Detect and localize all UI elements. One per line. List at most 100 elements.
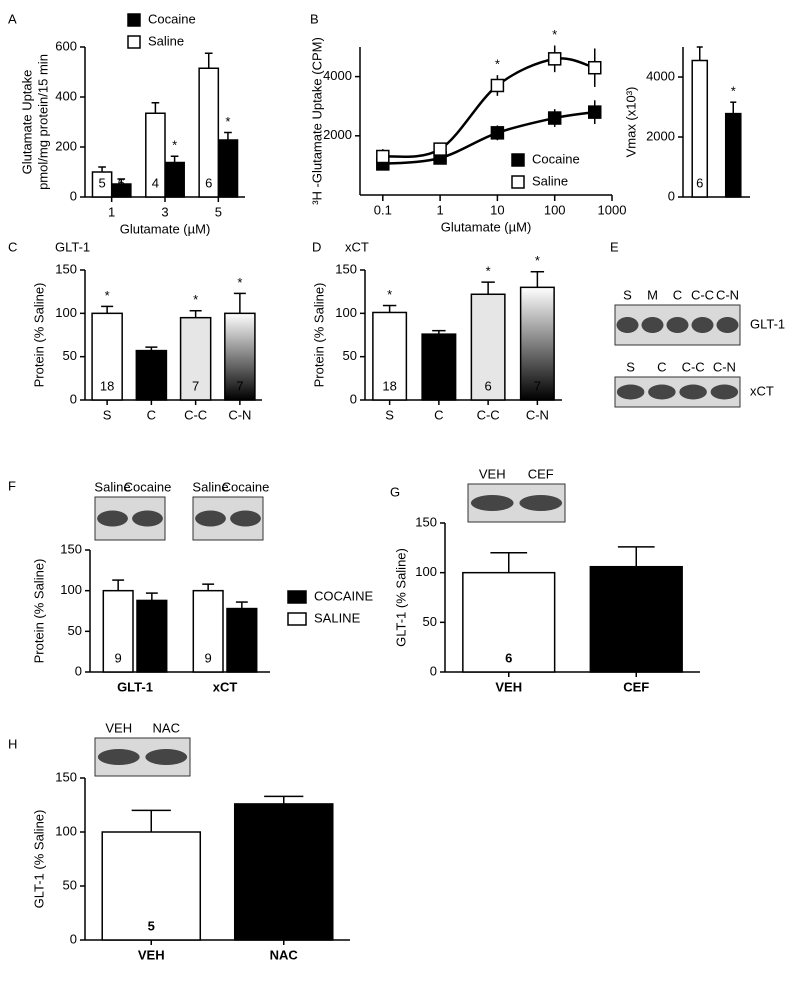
n-label: 9 bbox=[205, 650, 212, 665]
legend-label: SALINE bbox=[314, 610, 361, 625]
y-tick-label: 600 bbox=[55, 38, 77, 53]
fit-curve bbox=[383, 58, 595, 157]
y-axis-label: Protein (% Saline) bbox=[31, 559, 46, 664]
data-point bbox=[491, 79, 503, 91]
n-label: 6 bbox=[696, 175, 703, 190]
x-tick-label: C-N bbox=[228, 407, 251, 422]
blot-band bbox=[717, 317, 739, 333]
y-tick-label: 50 bbox=[423, 614, 437, 629]
n-label: 6 bbox=[224, 175, 231, 190]
y-tick-label: 100 bbox=[55, 305, 77, 320]
panel-letter: E bbox=[610, 239, 619, 254]
panel-letter: H bbox=[8, 736, 17, 751]
lane-label: C-C bbox=[691, 287, 714, 302]
y-tick-label: 400 bbox=[55, 88, 77, 103]
y-tick-label: 50 bbox=[343, 348, 357, 363]
y-tick-label: 100 bbox=[60, 582, 82, 597]
lane-label: C-C bbox=[682, 359, 705, 374]
y-axis-label: ³H -Glutamate Uptake (CPM) bbox=[309, 37, 324, 205]
n-label: 18 bbox=[100, 378, 114, 393]
y-axis-label: GLT-1 (% Saline) bbox=[393, 548, 408, 647]
panel-letter: A bbox=[8, 11, 17, 26]
significance-star: * bbox=[495, 57, 500, 72]
legend-swatch bbox=[288, 613, 306, 625]
lane-label: VEH bbox=[479, 466, 506, 481]
x-tick-label: xCT bbox=[213, 679, 238, 694]
lane-label: VEH bbox=[105, 720, 132, 735]
y-tick-label: 50 bbox=[68, 623, 82, 638]
lane-label: C bbox=[673, 287, 682, 302]
n-label: 5 bbox=[98, 175, 105, 190]
legend-label: Saline bbox=[532, 173, 568, 188]
y-tick-label: 150 bbox=[415, 514, 437, 529]
x-tick-label: C-C bbox=[477, 407, 500, 422]
blot-band bbox=[195, 511, 226, 527]
n-label: 6 bbox=[118, 175, 125, 190]
significance-star: * bbox=[172, 138, 177, 153]
lane-label: C bbox=[657, 359, 666, 374]
y-axis-label: Protein (% Saline) bbox=[31, 283, 46, 388]
blot-band bbox=[642, 317, 664, 333]
lane-label: C-N bbox=[713, 359, 736, 374]
y-axis-label: Glutamate Uptake bbox=[19, 70, 34, 175]
blot-band bbox=[471, 495, 514, 511]
lane-label: C-N bbox=[716, 287, 739, 302]
y-tick-label: 0 bbox=[350, 391, 357, 406]
significance-star: * bbox=[225, 114, 230, 129]
chart-title: GLT-1 bbox=[55, 239, 90, 254]
n-label: 6 bbox=[485, 378, 492, 393]
x-tick-label: S bbox=[385, 407, 394, 422]
y-tick-label: 4000 bbox=[646, 68, 675, 83]
y-tick-label: 4000 bbox=[323, 68, 352, 83]
significance-star: * bbox=[193, 292, 198, 307]
blot-band bbox=[679, 385, 707, 400]
x-tick-label: C-C bbox=[184, 407, 207, 422]
blot-band bbox=[98, 749, 140, 765]
x-tick-label: 10 bbox=[490, 202, 504, 217]
y-tick-label: 200 bbox=[55, 138, 77, 153]
blot-band bbox=[97, 511, 128, 527]
lane-label: S bbox=[626, 359, 635, 374]
n-label: 6 bbox=[171, 175, 178, 190]
x-axis-label: Glutamate (µM) bbox=[120, 221, 211, 236]
n-label: 19 bbox=[432, 378, 446, 393]
y-tick-label: 2000 bbox=[323, 127, 352, 142]
blot-band bbox=[692, 317, 714, 333]
lane-label: Cocaine bbox=[222, 479, 270, 494]
n-label: 6 bbox=[730, 175, 737, 190]
x-axis-label: Glutamate (µM) bbox=[441, 219, 532, 234]
lane-label: CEF bbox=[528, 466, 554, 481]
blot-band bbox=[648, 385, 676, 400]
x-tick-label: 0.1 bbox=[374, 202, 392, 217]
y-axis-label: GLT-1 (% Saline) bbox=[31, 810, 46, 909]
data-point bbox=[491, 127, 503, 139]
blot-band bbox=[519, 495, 562, 511]
y-tick-label: 0 bbox=[70, 188, 77, 203]
significance-star: * bbox=[535, 253, 540, 268]
lane-label: S bbox=[623, 287, 632, 302]
blot-band bbox=[132, 511, 163, 527]
n-label: 6 bbox=[505, 650, 512, 665]
y-tick-label: 150 bbox=[55, 769, 77, 784]
x-tick-label: S bbox=[103, 407, 112, 422]
x-tick-label: CEF bbox=[623, 679, 649, 694]
blot-band bbox=[617, 385, 645, 400]
data-point bbox=[589, 106, 601, 118]
legend-marker bbox=[512, 154, 524, 166]
significance-star: * bbox=[237, 275, 242, 290]
significance-star: * bbox=[552, 27, 557, 42]
legend-marker bbox=[128, 36, 140, 48]
legend-label: Cocaine bbox=[532, 151, 580, 166]
n-label: 7 bbox=[236, 378, 243, 393]
n-label: 4 bbox=[152, 175, 159, 190]
blot-band bbox=[617, 317, 639, 333]
legend-label: COCAINE bbox=[314, 588, 374, 603]
lane-label: Cocaine bbox=[124, 479, 172, 494]
x-tick-label: 100 bbox=[544, 202, 566, 217]
y-tick-label: 0 bbox=[70, 391, 77, 406]
data-point bbox=[549, 112, 561, 124]
panel-letter: D bbox=[312, 239, 321, 254]
legend-swatch bbox=[288, 591, 306, 603]
y-tick-label: 150 bbox=[60, 541, 82, 556]
